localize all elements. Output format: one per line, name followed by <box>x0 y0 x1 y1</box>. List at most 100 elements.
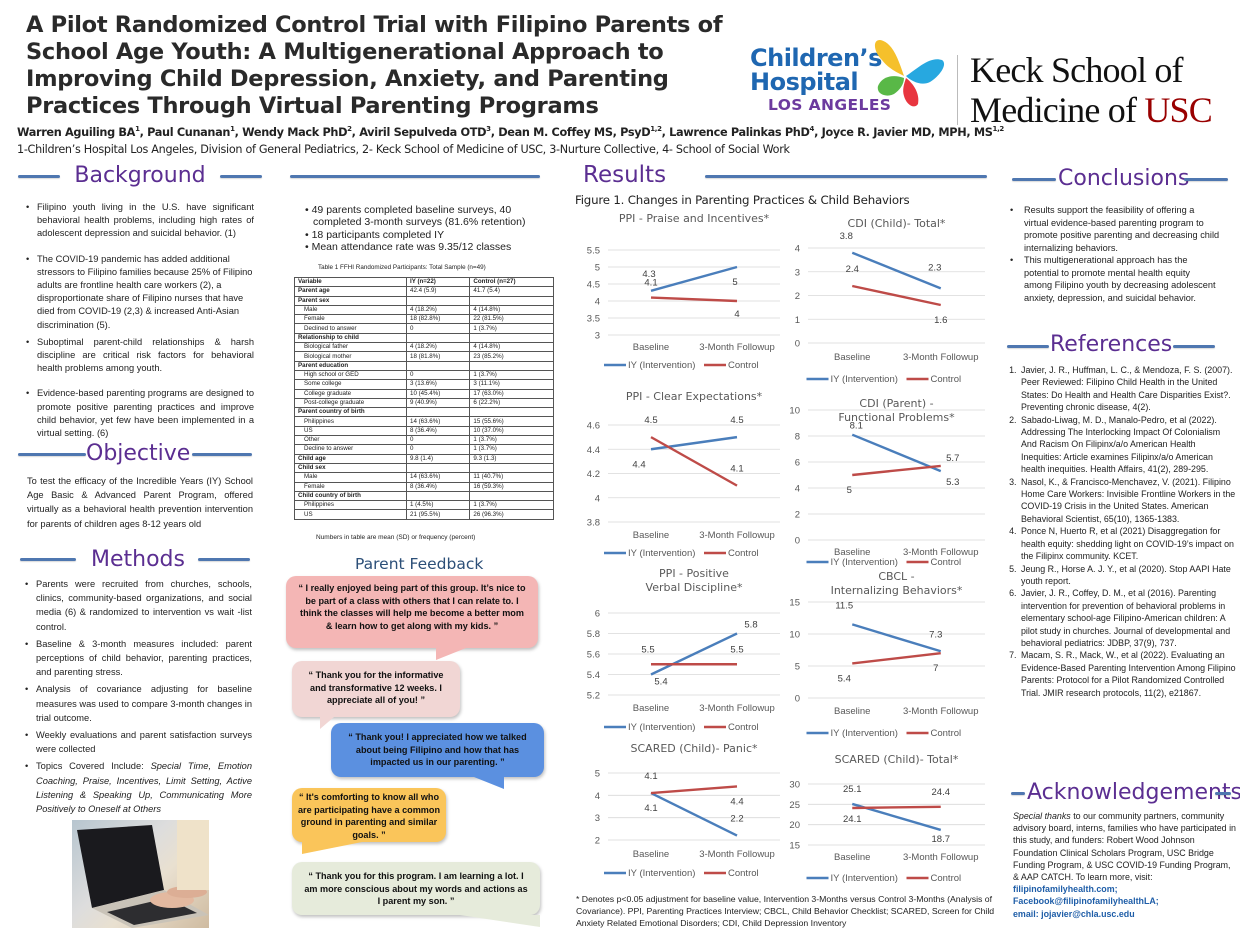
email-link[interactable]: email: jojavier@chla.usc.edu <box>1013 908 1135 919</box>
author-affiliation-sup: 1,2 <box>992 125 1005 133</box>
x-tick-label: 3-Month Followup <box>903 352 979 363</box>
author-affiliation-sup: 1,2 <box>650 125 662 133</box>
table-note: Numbers in table are mean (SD) or freque… <box>316 534 476 541</box>
feedback-quote: “ It's comforting to know all who are pa… <box>292 788 446 854</box>
y-tick-label: 4.2 <box>587 469 600 480</box>
y-tick-label: 10 <box>789 630 800 641</box>
feedback-quote: “ Thank you! I appreciated how we talked… <box>331 723 544 789</box>
data-label: 5.4 <box>838 673 851 684</box>
table-cell: 10 (37.0%) <box>469 425 554 437</box>
author-affiliation-sup: 2 <box>347 125 352 133</box>
author-name: Paul Cunanan <box>147 125 231 139</box>
table-caption: Table 1 FFHI Randomized Participants: To… <box>318 264 486 271</box>
website-link[interactable]: filipinofamilyhealth.com; <box>1013 884 1118 895</box>
figure-title: Figure 1. Changes in Parenting Practices… <box>575 193 910 207</box>
acknowledgements-text: Special thanks to our community partners… <box>1013 811 1236 919</box>
methods-bullet: Weekly evaluations and parent satisfacti… <box>25 728 252 756</box>
reference-item: Javier, J. R., Huffman, L. C., & Mendoza… <box>1019 364 1236 414</box>
chart-title: PPI - Clear Expectations* <box>626 390 763 403</box>
table-row: Child sex <box>294 462 554 474</box>
table-row: Child age 9.8 (1.4) 9.3 (1.3) <box>294 453 554 464</box>
table-row: Child country of birth <box>294 490 554 502</box>
chart-title: PPI - Positive Verbal Discipline* <box>646 567 743 594</box>
y-tick-label: 3.5 <box>587 314 600 325</box>
y-tick-label: 8 <box>795 432 800 443</box>
objective-heading: Objective <box>86 441 191 466</box>
data-label: 7.3 <box>929 629 942 640</box>
table-cell: 26 (96.3%) <box>469 509 554 520</box>
chart-title: CDI (Parent) -Functional Problems* <box>838 397 955 424</box>
author-affiliation-sup: 1 <box>135 125 140 133</box>
series-line-control <box>851 284 942 307</box>
data-label: 5 <box>847 485 852 496</box>
reference-item: Jeung R., Horse A. J. Y., et al (2020). … <box>1019 563 1236 588</box>
data-label: 4 <box>734 309 739 320</box>
table-cell: Parent education <box>294 360 407 371</box>
data-label: 4.4 <box>730 796 743 807</box>
objective-text: To test the efficacy of the Incredible Y… <box>27 476 253 529</box>
table-cell: Relationship to child <box>294 332 407 344</box>
table-cell <box>405 490 471 502</box>
reference-item: Nasol, K., & Francisco-Menchavez, V. (20… <box>1019 476 1236 526</box>
table-cell <box>469 407 554 418</box>
table-cell: High school or GED <box>294 369 407 381</box>
table-cell: Other <box>294 435 407 446</box>
background-bullet: The COVID-19 pandemic has added addition… <box>26 253 254 332</box>
line-chart-svg: SCARED (Child)- Total* 15 20 25 30 Baseline 3-… <box>789 753 985 884</box>
chart-title: SCARED (Child)- Panic* <box>631 742 758 755</box>
y-tick-label: 5 <box>595 769 600 780</box>
x-tick-label: Baseline <box>834 352 870 363</box>
facebook-link[interactable]: Facebook@filipinofamilyhealthLA; <box>1013 896 1159 907</box>
legend-label: Control <box>728 548 759 559</box>
table-cell <box>469 332 554 344</box>
y-tick-label: 2 <box>795 291 800 302</box>
feedback-heading: Parent Feedback <box>355 555 484 573</box>
table-cell: 16 (59.3%) <box>469 481 554 492</box>
y-tick-label: 5 <box>795 662 800 673</box>
data-label: 4.1 <box>644 278 657 289</box>
methods-bullet-topics: Topics Covered Include: Special Time, Em… <box>25 759 252 816</box>
table-cell: 3 (13.6%) <box>405 379 471 390</box>
y-tick-label: 20 <box>789 820 800 831</box>
legend-label: IY (Intervention) <box>831 557 898 568</box>
chart-title: CBCL -Internalizing Behaviors* <box>831 570 963 597</box>
conclusions-bullets: • Results support the feasibility of offe… <box>1010 205 1220 303</box>
logo-divider <box>957 55 958 125</box>
y-tick-label: 5.2 <box>587 691 600 702</box>
table-row: Male 14 (63.6%) 11 (40.7%) <box>294 472 554 483</box>
data-label: 4.5 <box>730 415 743 426</box>
y-tick-label: 0 <box>795 339 800 350</box>
line-chart-svg: PPI - Clear Expectations* 3.8 4 4.2 4.4 4.6 Ba… <box>587 390 780 559</box>
table-row: College graduate 10 (45.4%) 17 (63.0%) <box>294 388 554 399</box>
y-tick-label: 4 <box>795 484 800 495</box>
y-tick-label: 3 <box>595 813 600 824</box>
table-cell: Parent age <box>294 286 407 297</box>
x-tick-label: Baseline <box>633 703 669 714</box>
y-tick-label: 4.6 <box>587 421 600 432</box>
table-cell: Child country of birth <box>294 490 407 502</box>
table-cell <box>405 407 471 418</box>
topics-list: Special Time, Emotion Coaching, Praise, … <box>36 761 252 815</box>
x-tick-label: Baseline <box>834 852 870 863</box>
references-list: Javier, J. R., Huffman, L. C., & Mendoza… <box>1004 364 1236 699</box>
x-tick-label: 3-Month Followup <box>903 706 979 717</box>
table-header-row: Variable IY (n=22) Control (n=27) <box>294 276 554 288</box>
usc-wordmark: USC <box>1144 90 1212 130</box>
table-cell <box>469 462 554 474</box>
line-chart-svg: CDI (Child)- Total* 0 1 2 3 4 Baseline 3-Month … <box>795 217 985 385</box>
chla-logo-line1: Children’s <box>750 44 882 72</box>
data-label: 5.5 <box>730 644 743 655</box>
y-tick-label: 10 <box>789 406 800 417</box>
line-chart: PPI - Clear Expectations* 3.8 4 4.2 4.4 4.6 Ba… <box>570 390 790 565</box>
series-line-intervention <box>851 623 942 653</box>
x-tick-label: Baseline <box>633 849 669 860</box>
author-affiliation-sup: 4 <box>809 125 815 133</box>
series-line-intervention <box>851 251 942 290</box>
table-cell: Female <box>294 314 407 325</box>
table-row: Relationship to child <box>294 332 554 344</box>
legend-label: Control <box>931 873 962 884</box>
table-row: US 21 (95.5%) 26 (96.3%) <box>294 509 554 520</box>
section-rule <box>198 558 250 561</box>
x-tick-label: Baseline <box>834 706 870 717</box>
table-cell: 4 (14.8%) <box>469 342 554 353</box>
